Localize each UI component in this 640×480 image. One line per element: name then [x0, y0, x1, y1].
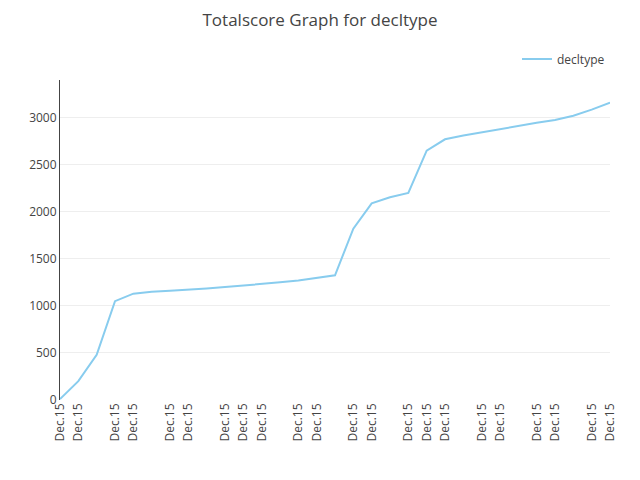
svg-text:decltype: decltype [557, 51, 604, 68]
svg-text:Dec.15: Dec.15 [601, 403, 618, 441]
svg-text:Dec.15: Dec.15 [308, 403, 325, 441]
svg-text:1000: 1000 [29, 297, 57, 314]
svg-text:Dec.15: Dec.15 [234, 403, 251, 441]
svg-text:500: 500 [36, 344, 57, 361]
svg-text:0: 0 [50, 391, 57, 408]
svg-text:Dec.15: Dec.15 [289, 403, 306, 441]
svg-text:Dec.15: Dec.15 [399, 403, 416, 441]
svg-text:Dec.15: Dec.15 [161, 403, 178, 441]
svg-text:Dec.15: Dec.15 [436, 403, 453, 441]
svg-text:3000: 3000 [29, 109, 57, 126]
svg-text:Dec.15: Dec.15 [124, 403, 141, 441]
svg-text:2500: 2500 [29, 156, 57, 173]
svg-text:Dec.15: Dec.15 [583, 403, 600, 441]
svg-text:Dec.15: Dec.15 [528, 403, 545, 441]
svg-text:Dec.15: Dec.15 [363, 403, 380, 441]
svg-text:Dec.15: Dec.15 [253, 403, 270, 441]
svg-text:Dec.15: Dec.15 [106, 403, 123, 441]
svg-text:Dec.15: Dec.15 [69, 403, 86, 441]
svg-text:Dec.15: Dec.15 [546, 403, 563, 441]
svg-text:Dec.15: Dec.15 [216, 403, 233, 441]
svg-text:Dec.15: Dec.15 [473, 403, 490, 441]
svg-text:Dec.15: Dec.15 [418, 403, 435, 441]
svg-text:1500: 1500 [29, 250, 57, 267]
svg-text:Totalscore Graph for decltype: Totalscore Graph for decltype [203, 8, 438, 31]
svg-text:Dec.15: Dec.15 [344, 403, 361, 441]
svg-text:Dec.15: Dec.15 [51, 403, 68, 441]
svg-text:2000: 2000 [29, 203, 57, 220]
svg-text:Dec.15: Dec.15 [491, 403, 508, 441]
svg-text:Dec.15: Dec.15 [179, 403, 196, 441]
